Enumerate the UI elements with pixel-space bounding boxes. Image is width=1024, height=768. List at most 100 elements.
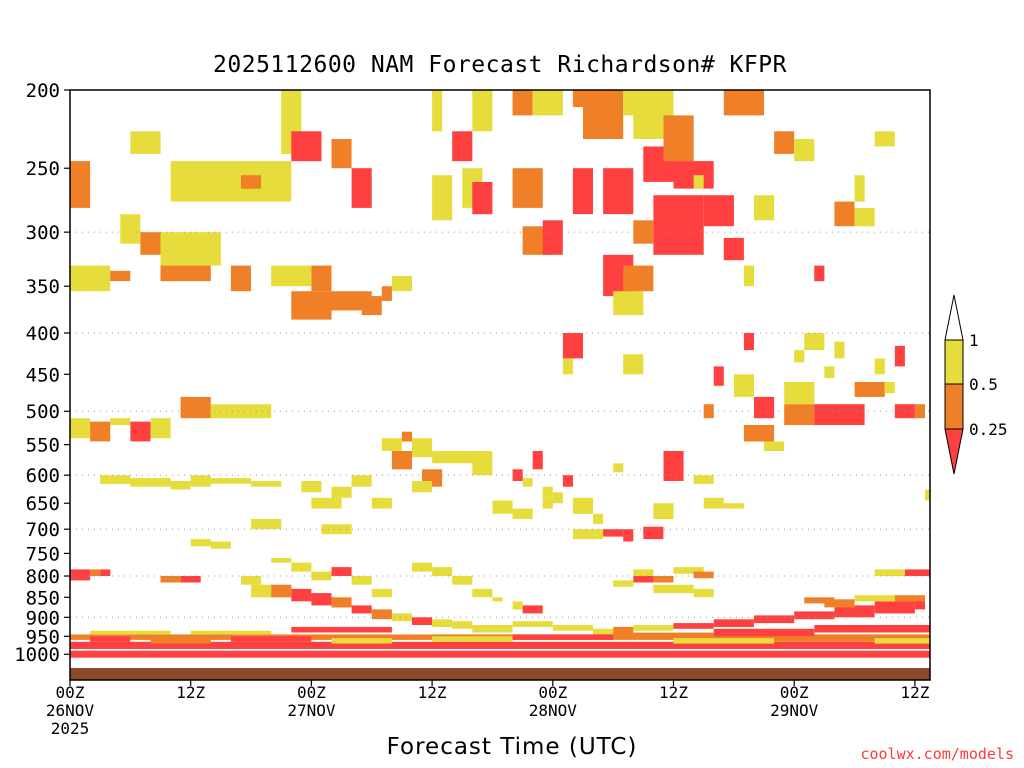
heatmap-cell [653,584,694,594]
heatmap-cell [874,131,895,147]
heatmap-cell [784,404,815,425]
y-tick-label: 300 [26,222,60,244]
heatmap-cell [552,492,563,504]
heatmap-cell [351,605,372,614]
heatmap-cell [110,270,131,282]
heatmap-cell [271,558,292,563]
heatmap-cell [120,214,141,244]
heatmap-cell [804,597,835,604]
heatmap-cell [371,588,392,598]
y-tick-label: 500 [26,401,60,423]
heatmap-cell [854,208,875,227]
heatmap-cell [180,576,201,583]
heatmap-cell [512,621,553,627]
heatmap-cell [522,478,533,487]
y-tick-label: 850 [26,587,60,609]
heatmap-cell [90,421,111,442]
heatmap-cell [331,638,392,644]
heatmap-cell [140,232,161,255]
heatmap-cell [593,513,604,525]
heatmap-cell [603,168,634,215]
heatmap-cell [381,438,402,451]
heatmap-cell [774,131,795,154]
heatmap-cell [814,404,865,425]
heatmap-cell [854,595,895,602]
heatmap-cell [412,562,433,572]
heatmap-cell [743,333,754,351]
heatmap-cell [713,628,815,637]
heatmap-cell [713,366,724,386]
heatmap-cell [623,265,654,292]
heatmap-cell [452,131,473,162]
x-tick-label: 12Z [900,683,929,702]
heatmap-cell [673,567,704,574]
heatmap-cell [251,584,272,598]
heatmap-cell [512,508,533,520]
heatmap-cell [452,621,473,629]
heatmap-cell [512,601,523,610]
heatmap-cell [311,593,332,606]
y-axis: 200 250 300 350 400 450 500 550 600 650 7007508008… [14,80,70,666]
heatmap-cell [210,404,272,419]
heatmap-cell [914,404,925,419]
heatmap-cell [572,529,604,540]
heatmap-cell [723,237,744,261]
heatmap-cell [472,625,513,633]
y-tick-label: 1000 [14,644,60,666]
heatmap-cell [391,276,412,292]
heatmap-cell [432,451,483,464]
x-tick-label: 12Z [659,683,688,702]
heatmap-cell [210,541,231,549]
y-tick-label: 350 [26,276,60,298]
credit-text[interactable]: coolwx.com/models [860,745,1014,763]
heatmap-cell [412,438,433,458]
heatmap-cell [613,580,634,587]
x-tick-label: 26NOV [46,701,95,720]
heatmap-cell [653,576,674,583]
heatmap-cell [633,576,654,583]
heatmap-cell [130,131,161,154]
heatmap-cell [512,634,614,640]
heatmap-cell [894,345,905,367]
y-tick-label: 550 [26,435,60,457]
chart-title: 2025112600 NAM Forecast Richardson# KFPR [213,52,787,78]
heatmap-cell [291,626,392,633]
heatmap-cell [874,569,905,576]
x-tick-label: 29NOV [770,701,819,720]
heatmap-cell [904,569,930,576]
legend-swatch-above-1 [944,294,964,341]
heatmap-cell [643,526,664,540]
heatmap-cell [412,481,433,493]
x-tick-label: 28NOV [529,701,578,720]
y-tick-label: 950 [26,626,60,648]
heatmap-cell [613,626,634,635]
x-tick-label: 12Z [418,683,447,702]
heatmap-cell [512,168,543,208]
heatmap-cell [764,441,785,451]
heatmap-cell [834,201,855,227]
heatmap-cells [70,90,930,658]
heatmap-cell [532,451,543,470]
heatmap-cell [562,475,573,487]
heatmap-cell [743,425,775,442]
heatmap-cell [854,175,865,202]
heatmap-cell [703,497,724,509]
heatmap-cell [512,469,523,481]
heatmap-cell [432,175,453,221]
y-tick-label: 600 [26,465,60,487]
legend-level-label: 0.5 [969,375,998,394]
heatmap-cell [814,265,825,282]
heatmap-cell [311,265,332,292]
heatmap-cell [331,291,372,311]
heatmap-cell [663,115,694,162]
heatmap-cell [70,650,930,658]
heatmap-cell [623,529,634,542]
heatmap-cell [643,107,664,139]
heatmap-cell [572,168,593,215]
heatmap-cell [432,90,443,132]
x-tick-label: 00Z [297,683,326,702]
x-axis-title: Forecast Time (UTC) [386,734,638,760]
y-tick-label: 900 [26,607,60,629]
heatmap-cell [160,576,181,583]
y-tick-label: 200 [26,80,60,102]
